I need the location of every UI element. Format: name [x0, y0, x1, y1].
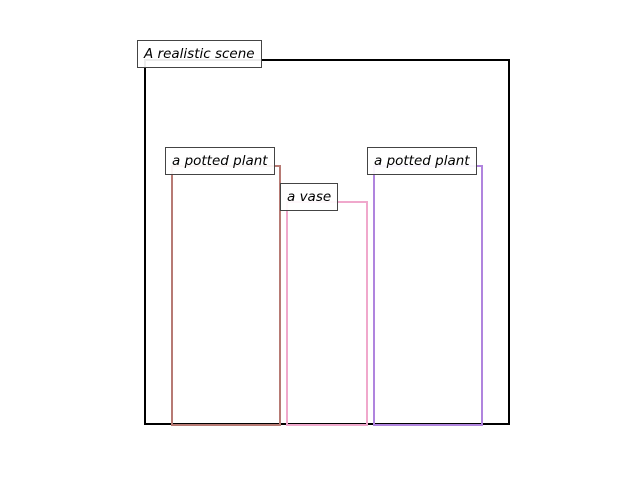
object-box-potted-plant-left [171, 165, 281, 426]
object-box-potted-plant-right [373, 165, 483, 426]
scene-title-label: A realistic scene [137, 40, 262, 68]
object-box-vase [286, 201, 368, 426]
object-label-vase: a vase [280, 183, 339, 211]
object-label-potted-plant-left: a potted plant [165, 147, 275, 175]
object-label-potted-plant-right: a potted plant [367, 147, 477, 175]
